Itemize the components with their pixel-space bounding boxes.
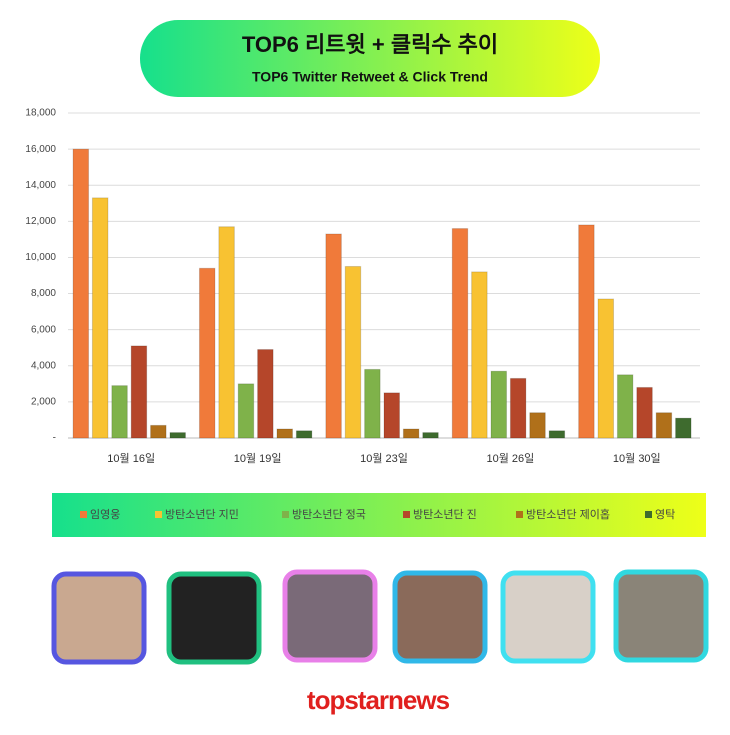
photo: [392, 570, 488, 664]
legend-label: 방탄소년단 지민: [165, 508, 239, 521]
y-tick-label: 12,000: [25, 216, 56, 227]
bar: [198, 267, 216, 439]
photos: [51, 569, 709, 665]
legend-label: 방탄소년단 진: [413, 508, 477, 521]
title-pill: [140, 20, 600, 97]
bar: [655, 412, 673, 439]
photo: [613, 569, 709, 663]
legend-marker: [155, 511, 162, 518]
bar: [295, 430, 313, 439]
x-tick-label: 10월 19일: [234, 451, 282, 465]
y-tick-label: 10,000: [25, 252, 56, 263]
bar: [616, 374, 634, 439]
bar: [471, 271, 488, 439]
legend-marker: [282, 511, 289, 518]
bar: [383, 392, 401, 439]
chart-subtitle: TOP6 Twitter Retweet & Click Trend: [252, 69, 488, 85]
legend-label: 방탄소년단 제이홉: [526, 507, 610, 521]
bar: [91, 197, 109, 439]
photo: [51, 571, 147, 665]
bar: [402, 428, 420, 439]
y-tick-label: 4,000: [31, 360, 56, 371]
bar: [150, 424, 167, 439]
y-tick-label: 16,000: [25, 144, 56, 155]
y-tick-label: 18,000: [25, 108, 56, 119]
bar: [529, 412, 546, 439]
bar: [130, 345, 148, 439]
y-tick-label: 8,000: [31, 288, 56, 299]
bar: [578, 224, 595, 439]
legend-marker: [80, 511, 87, 518]
legend-marker: [516, 511, 523, 518]
bar: [111, 385, 128, 439]
bar: [675, 417, 692, 439]
logo: topstarnews: [307, 685, 450, 715]
chart-title: TOP6 리트윗 + 클릭수 추이: [242, 32, 498, 57]
bar: [597, 298, 615, 439]
bar: [72, 148, 90, 439]
bar: [636, 386, 653, 439]
legend-label: 임영웅: [90, 508, 120, 521]
x-tick-label: 10월 23일: [360, 451, 408, 465]
bar: [276, 428, 293, 439]
bar: [548, 430, 566, 439]
bar: [237, 383, 255, 439]
legend-marker: [645, 511, 652, 518]
photo: [282, 569, 378, 663]
y-tick-label: 6,000: [31, 324, 56, 335]
bar: [451, 228, 469, 439]
y-tick-label: -: [53, 433, 56, 444]
bar: [509, 377, 527, 439]
bar: [325, 233, 342, 439]
y-tick-label: 14,000: [25, 180, 56, 191]
x-tick-label: 10월 30일: [613, 451, 661, 465]
y-tick-label: 2,000: [31, 397, 56, 408]
bar: [364, 368, 381, 439]
x-tick-label: 10월 16일: [107, 451, 155, 465]
bar: [257, 349, 274, 439]
bar: [344, 265, 362, 439]
legend-label: 방탄소년단 정국: [292, 508, 366, 521]
bar: [490, 370, 508, 439]
bar: [218, 226, 235, 439]
legend-marker: [403, 511, 410, 518]
bar: [169, 432, 186, 439]
bar: [422, 432, 439, 439]
photo: [500, 570, 596, 664]
legend-label: 영탁: [655, 508, 675, 521]
x-tick-label: 10월 26일: [487, 451, 535, 465]
photo: [166, 571, 262, 665]
